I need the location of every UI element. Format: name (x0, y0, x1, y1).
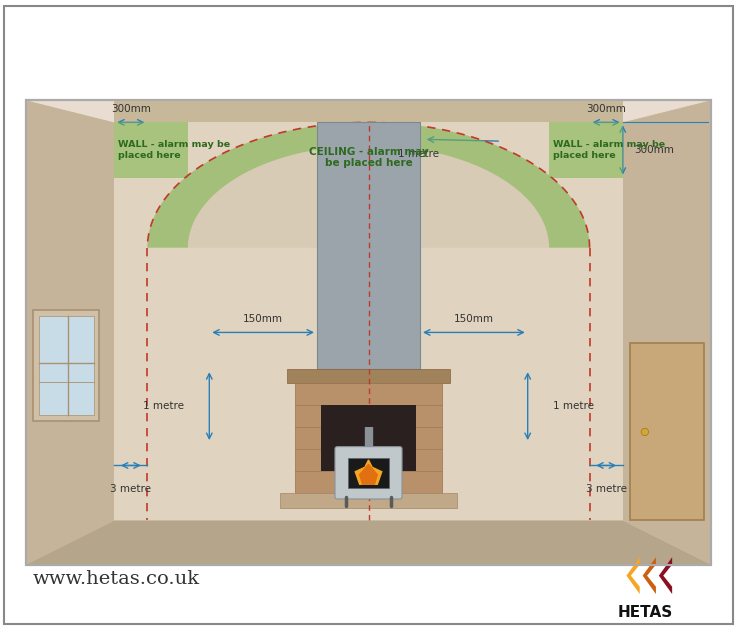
Text: 3 metre: 3 metre (111, 484, 151, 494)
Text: 300mm: 300mm (634, 145, 674, 155)
Bar (549, 122, 623, 178)
Polygon shape (643, 557, 656, 594)
Bar (26, 100, 711, 565)
Text: 1 metre: 1 metre (142, 401, 184, 411)
Polygon shape (355, 460, 382, 484)
Polygon shape (26, 521, 711, 565)
Bar (26, 100, 711, 565)
Polygon shape (626, 557, 640, 594)
Polygon shape (147, 122, 590, 247)
Bar (114, 122, 188, 178)
Polygon shape (623, 100, 711, 565)
Text: 300mm: 300mm (586, 104, 626, 114)
Text: 3 metre: 3 metre (586, 484, 626, 494)
Circle shape (641, 428, 649, 436)
Polygon shape (360, 464, 377, 484)
Text: 1 metre: 1 metre (553, 401, 595, 411)
Polygon shape (26, 100, 114, 565)
Text: WALL - alarm may be
placed here: WALL - alarm may be placed here (118, 140, 230, 160)
Text: 150mm: 150mm (243, 313, 283, 323)
Bar (114, 100, 623, 122)
Bar (317, 122, 420, 369)
Bar (114, 122, 623, 521)
Bar (280, 493, 457, 508)
Bar (39, 317, 94, 415)
Text: 300mm: 300mm (111, 104, 151, 114)
Text: 1 metre: 1 metre (398, 149, 439, 159)
Text: www.hetas.co.uk: www.hetas.co.uk (33, 570, 200, 588)
Bar (287, 369, 450, 382)
Polygon shape (147, 122, 590, 247)
Bar (33, 310, 99, 421)
Bar (321, 404, 416, 471)
Bar (630, 344, 704, 521)
FancyBboxPatch shape (335, 447, 402, 499)
Text: HETAS: HETAS (618, 605, 672, 620)
Text: CEILING - alarm may
be placed here: CEILING - alarm may be placed here (309, 147, 428, 168)
Text: WALL - alarm may be
placed here: WALL - alarm may be placed here (553, 140, 665, 160)
Bar (295, 382, 442, 493)
Polygon shape (659, 557, 672, 594)
Text: 150mm: 150mm (454, 313, 494, 323)
Bar (348, 458, 388, 488)
